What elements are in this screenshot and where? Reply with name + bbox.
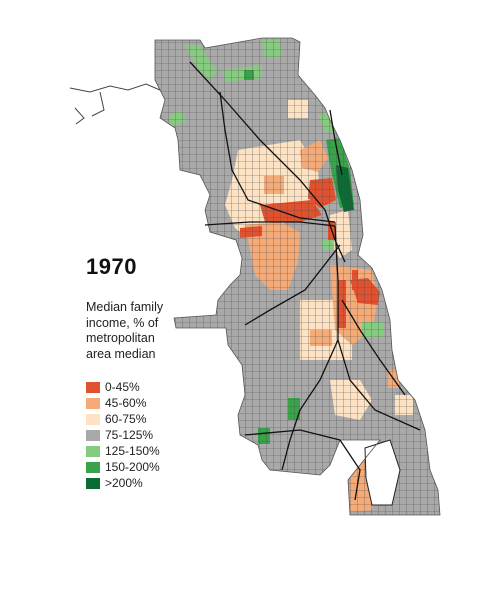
legend-label: 75-125%	[105, 428, 154, 442]
legend-label: 0-45%	[105, 380, 140, 394]
legend-item: 45-60%	[86, 395, 160, 411]
legend-swatch	[86, 461, 100, 473]
legend-swatch	[86, 413, 100, 425]
legend-swatch	[86, 397, 100, 409]
legend-label: 125-150%	[105, 444, 160, 458]
legend-swatch	[86, 477, 100, 489]
map-year-title: 1970	[86, 254, 137, 279]
legend-swatch	[86, 429, 100, 441]
legend-title-line: Median family	[86, 300, 164, 314]
legend-item: 60-75%	[86, 411, 160, 427]
legend-item: 0-45%	[86, 379, 160, 395]
income-legend: 0-45% 45-60% 60-75% 75-125% 125-150% 150…	[86, 379, 160, 491]
legend-label: 150-200%	[105, 460, 160, 474]
ohare-spur-lines	[69, 83, 161, 125]
legend-label: >200%	[105, 476, 143, 490]
legend-item: 75-125%	[86, 427, 160, 443]
legend-swatch	[86, 445, 100, 457]
legend-swatch	[86, 381, 100, 393]
legend-item: 150-200%	[86, 459, 160, 475]
legend-title: Median family income, % of metropolitan …	[86, 300, 186, 362]
highway-lines	[189, 61, 421, 501]
legend-label: 45-60%	[105, 396, 147, 410]
legend-title-line: metropolitan	[86, 331, 155, 345]
legend-title-line: area median	[86, 346, 156, 361]
legend-title-line: income, % of	[86, 315, 159, 330]
legend-label: 60-75%	[105, 412, 147, 426]
lake-calumet	[364, 439, 401, 506]
legend-item: 125-150%	[86, 443, 160, 459]
legend-item: >200%	[86, 475, 160, 491]
